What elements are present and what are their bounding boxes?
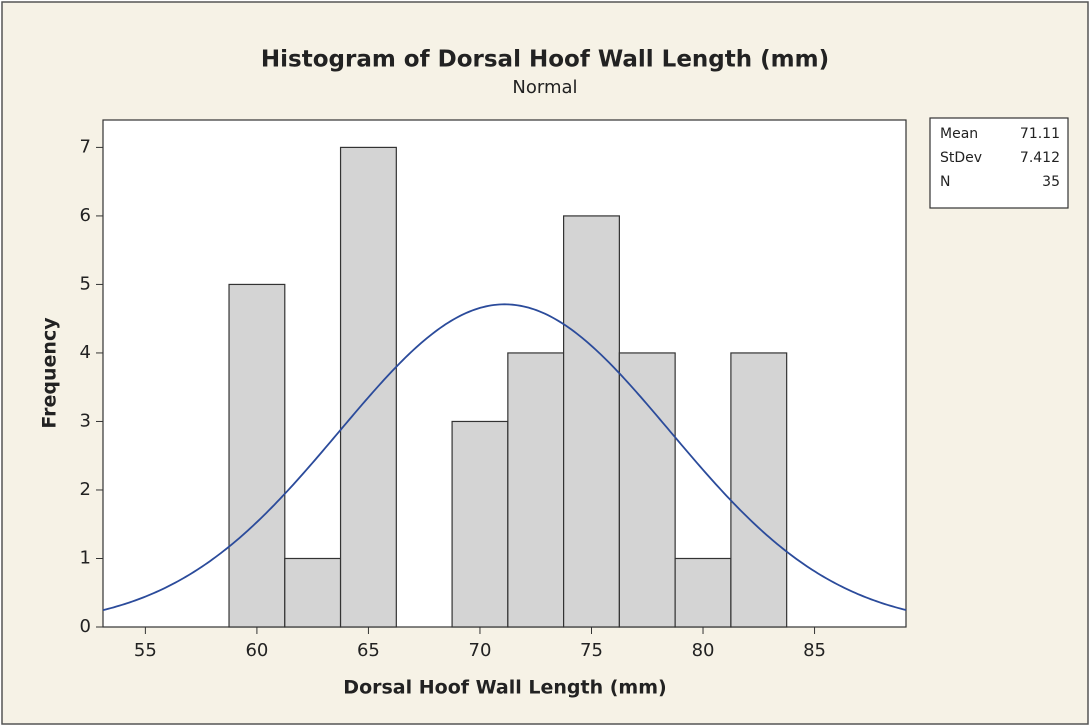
bar [284,557,342,628]
x-tick-label: 60 [245,640,268,661]
stat-value: 71.11 [1020,126,1060,142]
bar [228,283,286,628]
x-tick-label: 80 [692,640,715,661]
bar [730,352,788,628]
stat-name: N [940,174,950,190]
stats-box [929,117,1069,209]
bar [507,352,565,628]
stat-name: Mean [940,126,978,142]
stat-value: 35 [1042,174,1060,190]
bar [451,420,509,628]
bar [674,557,732,628]
chart-subtitle: Normal [512,77,577,98]
y-axis-label: Frequency [39,317,61,429]
y-tick-label: 3 [80,410,91,431]
y-tick-label: 2 [80,479,91,500]
bar [563,215,620,628]
x-tick-label: 85 [803,640,826,661]
x-tick-label: 70 [469,640,492,661]
stat-name: StDev [940,150,982,166]
x-tick-label: 75 [580,640,603,661]
y-tick-label: 1 [80,547,91,568]
stat-value: 7.412 [1020,150,1060,166]
y-tick-label: 5 [80,273,91,294]
y-tick-label: 6 [80,205,91,226]
y-tick-label: 7 [80,136,91,157]
x-tick-label: 55 [134,640,157,661]
bar [618,352,676,628]
y-tick-label: 0 [80,616,91,637]
normal-curve [102,303,907,612]
x-tick-label: 65 [357,640,380,661]
y-tick-label: 4 [80,342,91,363]
chart-title: Histogram of Dorsal Hoof Wall Length (mm… [261,47,829,73]
x-axis-label: Dorsal Hoof Wall Length (mm) [343,677,666,699]
bar [339,146,397,628]
